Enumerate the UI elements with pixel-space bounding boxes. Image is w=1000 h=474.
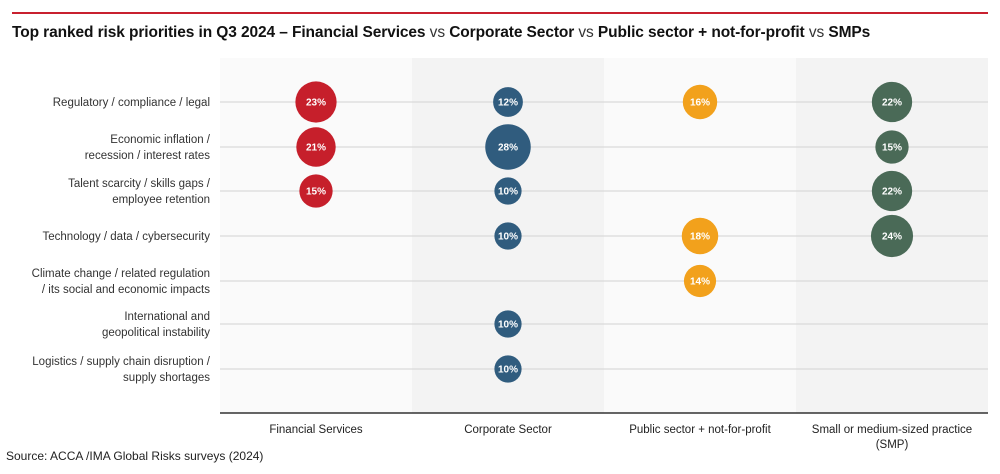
- bubble-circle: [295, 81, 337, 123]
- row-label-line: Technology / data / cybersecurity: [43, 231, 211, 243]
- bubble-value-label: 10%: [498, 365, 518, 376]
- row-label-line: geopolitical instability: [102, 327, 210, 339]
- row-label-line: International and: [124, 311, 210, 323]
- category-labels: Financial Services Corporate Sector Public…: [269, 424, 972, 451]
- row-label-line: supply shortages: [123, 372, 210, 384]
- title-segment: Public sector + not-for-profit: [597, 24, 805, 41]
- bubble-circle: [871, 170, 913, 212]
- category-label-line: Corporate Sector: [464, 424, 552, 436]
- bubble-value-label: 22%: [882, 98, 902, 109]
- bubble-value-label: 21%: [306, 143, 326, 154]
- bubble: 14%: [683, 264, 717, 298]
- bubble-circle: [494, 310, 522, 338]
- row-label: Logistics / supply chain disruption / sup…: [32, 356, 211, 384]
- bubble: 24%: [870, 214, 914, 258]
- bubble-value-label: 10%: [498, 320, 518, 331]
- title-segment: vs: [425, 24, 450, 41]
- title-segment: vs: [804, 24, 829, 41]
- bubble-circle: [494, 177, 522, 205]
- bubble: 22%: [871, 81, 913, 123]
- row-label: Regulatory / compliance / legal: [53, 97, 210, 109]
- bubble-value-label: 24%: [882, 232, 902, 243]
- category-label-line: Financial Services: [269, 424, 363, 436]
- bubble-circle: [296, 127, 336, 167]
- bubble: 21%: [296, 127, 336, 167]
- bubble-circle: [494, 355, 522, 383]
- row-label-line: Regulatory / compliance / legal: [53, 97, 210, 109]
- bubble-value-label: 22%: [882, 187, 902, 198]
- bubble: 23%: [295, 81, 337, 123]
- bubbles: 23% 21% 15% 12% 28% 10% 10% 10% 10% 16% 18% 14% 22% 1…: [295, 81, 914, 383]
- bubble: 15%: [875, 130, 909, 164]
- category-label-line: Public sector + not-for-profit: [629, 424, 771, 436]
- bubble-value-label: 15%: [306, 187, 326, 198]
- bubble-circle: [485, 124, 531, 170]
- category-label: Public sector + not-for-profit: [629, 424, 771, 436]
- row-label: Economic inflation / recession / interest…: [85, 134, 211, 162]
- bubble-circle: [681, 217, 719, 255]
- bubble-value-label: 28%: [498, 143, 518, 154]
- bubble-circle: [870, 214, 914, 258]
- bubble: 10%: [494, 222, 522, 250]
- bubble-value-label: 14%: [690, 277, 710, 288]
- bubble-circle: [875, 130, 909, 164]
- title-segment: vs: [574, 24, 598, 41]
- top-accent-rule: [12, 12, 988, 14]
- bubble-circle: [683, 264, 717, 298]
- bubble: 22%: [871, 170, 913, 212]
- bubble-circle: [493, 87, 523, 117]
- row-label: International and geopolitical instabilit…: [102, 311, 210, 339]
- bubble-circle: [494, 222, 522, 250]
- row-labels: Regulatory / compliance / legal Economic …: [32, 97, 211, 384]
- category-label: Corporate Sector: [464, 424, 552, 436]
- row-label-line: Talent scarcity / skills gaps /: [68, 178, 211, 190]
- bubble: 16%: [682, 84, 718, 120]
- bubble-value-label: 10%: [498, 232, 518, 243]
- row-gridlines: [220, 101, 988, 370]
- bubble: 28%: [485, 124, 531, 170]
- bubble-value-label: 15%: [882, 143, 902, 154]
- bubble-value-label: 18%: [690, 232, 710, 243]
- row-label-line: Logistics / supply chain disruption /: [32, 356, 211, 368]
- bubble-circle: [299, 174, 333, 208]
- bubble-value-label: 10%: [498, 187, 518, 198]
- bubble: 15%: [299, 174, 333, 208]
- row-label: Climate change / related regulation / its…: [32, 268, 211, 296]
- bubble: 12%: [493, 87, 523, 117]
- category-label: Small or medium-sized practice (SMP): [812, 424, 972, 451]
- title-segment: SMPs: [828, 24, 871, 41]
- bubble-value-label: 12%: [498, 98, 518, 109]
- row-label: Technology / data / cybersecurity: [43, 231, 211, 243]
- row-label: Talent scarcity / skills gaps / employee …: [68, 178, 211, 206]
- chart-title: Top ranked risk priorities in Q3 2024 – …: [12, 24, 870, 42]
- bubble: 10%: [494, 177, 522, 205]
- category-label: Financial Services: [269, 424, 363, 436]
- source-note: Source: ACCA /IMA Global Risks surveys (…: [6, 449, 264, 463]
- row-label-line: employee retention: [112, 194, 210, 206]
- bubble: 18%: [681, 217, 719, 255]
- bubble-value-label: 23%: [306, 98, 326, 109]
- row-label-line: Economic inflation /: [110, 134, 211, 146]
- bubble: 10%: [494, 310, 522, 338]
- category-label-line: Small or medium-sized practice: [812, 424, 972, 436]
- row-label-line: Climate change / related regulation: [32, 268, 210, 280]
- bubble: 10%: [494, 355, 522, 383]
- category-label-line: (SMP): [876, 439, 909, 451]
- title-segment: Top ranked risk priorities in Q3 2024 – …: [12, 24, 426, 41]
- row-label-line: / its social and economic impacts: [42, 284, 210, 296]
- bubble-circle: [682, 84, 718, 120]
- title-segment: Corporate Sector: [449, 24, 575, 41]
- bubble-value-label: 16%: [690, 98, 710, 109]
- row-label-line: recession / interest rates: [85, 150, 211, 162]
- bubble-circle: [871, 81, 913, 123]
